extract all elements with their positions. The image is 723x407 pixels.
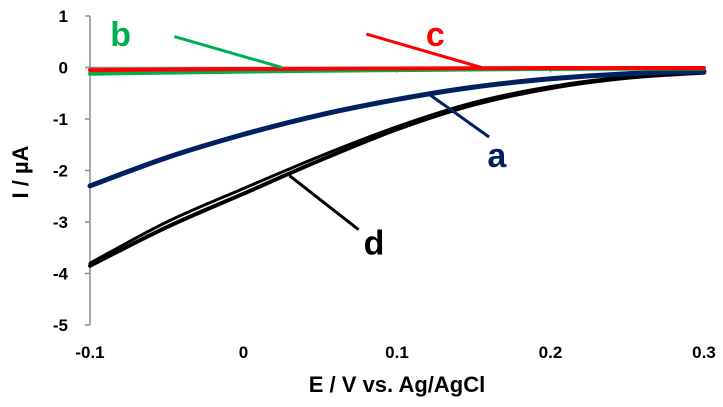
series-line-d-return	[88, 71, 706, 265]
labels-layer: a b c d	[110, 16, 507, 263]
x-axis-title: E / V vs. Ag/AgCl	[309, 372, 485, 397]
series-line-a	[87, 69, 707, 189]
x-tick-label: 0.3	[692, 343, 716, 362]
x-tick-label: 0.2	[539, 343, 563, 362]
leader-line-a	[426, 92, 490, 139]
curve-label-d: d	[364, 225, 385, 263]
y-tick-label: -2	[53, 162, 68, 181]
y-tick-label: 0	[59, 59, 68, 78]
series-line-c	[88, 65, 706, 73]
x-tick-label: -0.1	[75, 343, 104, 362]
axes: 1 0 -1 -2 -3 -4 -5 -0.1 0 0.1 0.2 0.3	[53, 7, 716, 362]
leader-line-c	[365, 32, 482, 69]
curve-label-b: b	[110, 16, 131, 54]
x-tick-label: 0.1	[385, 343, 409, 362]
y-tick-label: -1	[53, 110, 68, 129]
y-tick-label: 1	[59, 7, 68, 26]
y-tick-label: -4	[53, 265, 69, 284]
x-tick-label: 0	[239, 343, 248, 362]
y-tick-label: -3	[53, 213, 68, 232]
curve-label-c: c	[426, 16, 445, 54]
leader-line-b	[174, 35, 283, 69]
leader-line-d	[288, 174, 360, 231]
series-layer	[87, 65, 707, 268]
curve-label-a: a	[487, 137, 507, 175]
y-tick-label: -5	[53, 316, 68, 335]
y-axis-title: I / µA	[8, 145, 33, 198]
